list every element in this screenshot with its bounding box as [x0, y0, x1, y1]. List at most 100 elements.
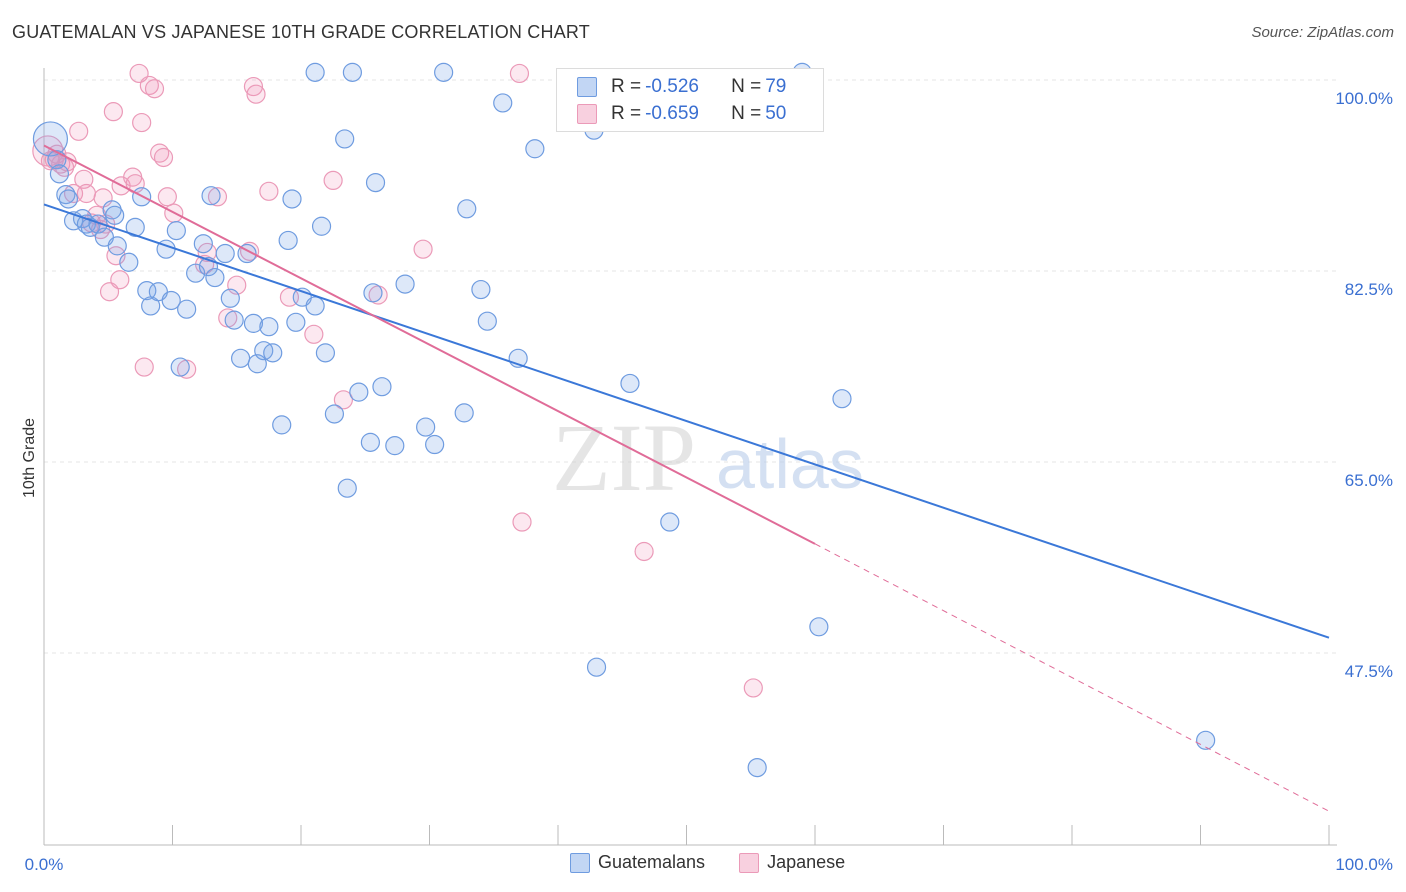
y-tick-label: 82.5% [1345, 280, 1393, 299]
guatemalan-point [586, 657, 607, 677]
guatemalan-point [170, 357, 190, 377]
japanese-points [32, 63, 763, 698]
legend-swatch-blue [570, 852, 590, 873]
guatemalan-point [32, 121, 69, 157]
japanese-point [743, 678, 763, 698]
guatemalan-point [1196, 730, 1216, 750]
japanese-point [132, 112, 152, 133]
legend-swatch-pink [739, 852, 760, 873]
guatemalan-points [32, 62, 1216, 778]
guatemalan-point [454, 403, 474, 423]
guatemalan-point [305, 296, 325, 316]
guatemalan-point [177, 299, 197, 319]
legend-n-label: N = [731, 76, 762, 97]
guatemalan-point [201, 186, 221, 206]
guatemalan-point [335, 129, 355, 149]
japanese-point [509, 63, 530, 84]
guatemalan-point [49, 164, 70, 184]
guatemalan-point [58, 189, 79, 209]
chart-title: GUATEMALAN VS JAPANESE 10TH GRADE CORREL… [12, 22, 590, 42]
japanese-point [259, 181, 279, 201]
guatemalan-trend-line [43, 203, 1330, 639]
guatemalan-point [471, 279, 491, 300]
y-tick-label: 100.0% [1335, 89, 1393, 108]
legend-item-guatemalans: Guatemalans [570, 852, 705, 873]
japanese-point [323, 170, 343, 191]
guatemalan-point [161, 290, 181, 311]
guatemalan-point [832, 389, 852, 409]
guatemalan-point [525, 139, 545, 159]
legend-swatch-pink [577, 104, 597, 124]
japanese-point [103, 102, 123, 122]
x-tick-label: 0.0% [25, 855, 64, 874]
guatemalan-point [205, 267, 225, 288]
guatemalan-point [105, 205, 125, 225]
legend-n-value: 50 [765, 103, 787, 124]
legend-r-label: R = [611, 76, 642, 97]
guatemalan-point [220, 288, 240, 308]
japanese-point [243, 76, 264, 97]
guatemalan-point [363, 283, 383, 303]
guatemalan-point [272, 415, 292, 435]
guatemalan-point [493, 93, 513, 113]
japanese-point [74, 169, 94, 189]
guatemalan-point [107, 236, 127, 256]
japanese-point [634, 541, 654, 562]
legend-r-value: -0.659 [645, 103, 699, 124]
trend-lines [43, 144, 1330, 812]
guatemalan-point [747, 757, 767, 778]
japanese-point [139, 75, 159, 96]
japanese-point [304, 324, 324, 344]
guatemalan-point [434, 62, 454, 82]
guatemalan-point [337, 478, 357, 498]
guatemalan-point [360, 432, 380, 452]
guatemalan-point [286, 312, 306, 332]
guatemalan-point [660, 512, 680, 532]
japanese-trend-line [43, 144, 816, 545]
legend-r-value: -0.526 [645, 76, 699, 97]
guatemalan-point [372, 377, 392, 397]
japanese-point [69, 121, 89, 141]
japanese-point [99, 282, 120, 302]
guatemalan-point [349, 382, 369, 402]
japanese-point [144, 79, 165, 99]
guatemalan-point [315, 343, 336, 363]
guatemalan-point [224, 310, 244, 330]
guatemalan-point [278, 230, 298, 251]
guatemalan-point [365, 172, 386, 193]
japanese-point [157, 187, 177, 207]
japanese-point [134, 357, 154, 377]
series-legend: Guatemalans Japanese [570, 852, 879, 873]
legend-row-japanese: R = -0.659 N = 50 [577, 102, 786, 126]
watermark: ZIP atlas [552, 404, 864, 511]
guatemalan-point [809, 617, 829, 637]
guatemalan-point [342, 62, 362, 82]
japanese-point [413, 239, 433, 259]
guatemalan-point [620, 373, 640, 394]
japanese-point [153, 147, 174, 168]
guatemalan-point [80, 217, 100, 237]
legend-row-guatemalans: R = -0.526 N = 79 [577, 75, 786, 99]
y-tick-label: 47.5% [1345, 662, 1393, 681]
guatemalan-point [385, 436, 405, 456]
guatemalan-point [193, 234, 213, 254]
guatemalan-point [259, 317, 279, 337]
japanese-point [246, 84, 266, 104]
guatemalan-point [395, 274, 415, 294]
y-axis-label: 10th Grade [21, 418, 38, 498]
guatemalan-point [311, 216, 332, 236]
guatemalan-point [166, 221, 186, 241]
axes [43, 68, 1337, 846]
watermark-atlas: atlas [716, 425, 864, 503]
legend-swatch-blue [577, 77, 597, 97]
japanese-point [76, 183, 97, 204]
watermark-zip: ZIP [552, 404, 696, 511]
tick-labels: 100.0% 82.5% 65.0% 47.5% 0.0% 100.0% [25, 89, 1393, 874]
guatemalan-point [119, 252, 139, 272]
y-tick-label: 65.0% [1345, 471, 1393, 490]
japanese-point [512, 512, 532, 532]
guatemalan-point [282, 189, 302, 209]
japanese-point [333, 390, 354, 410]
correlation-legend: R = -0.526 N = 79 R = -0.659 N = 50 [556, 68, 824, 132]
